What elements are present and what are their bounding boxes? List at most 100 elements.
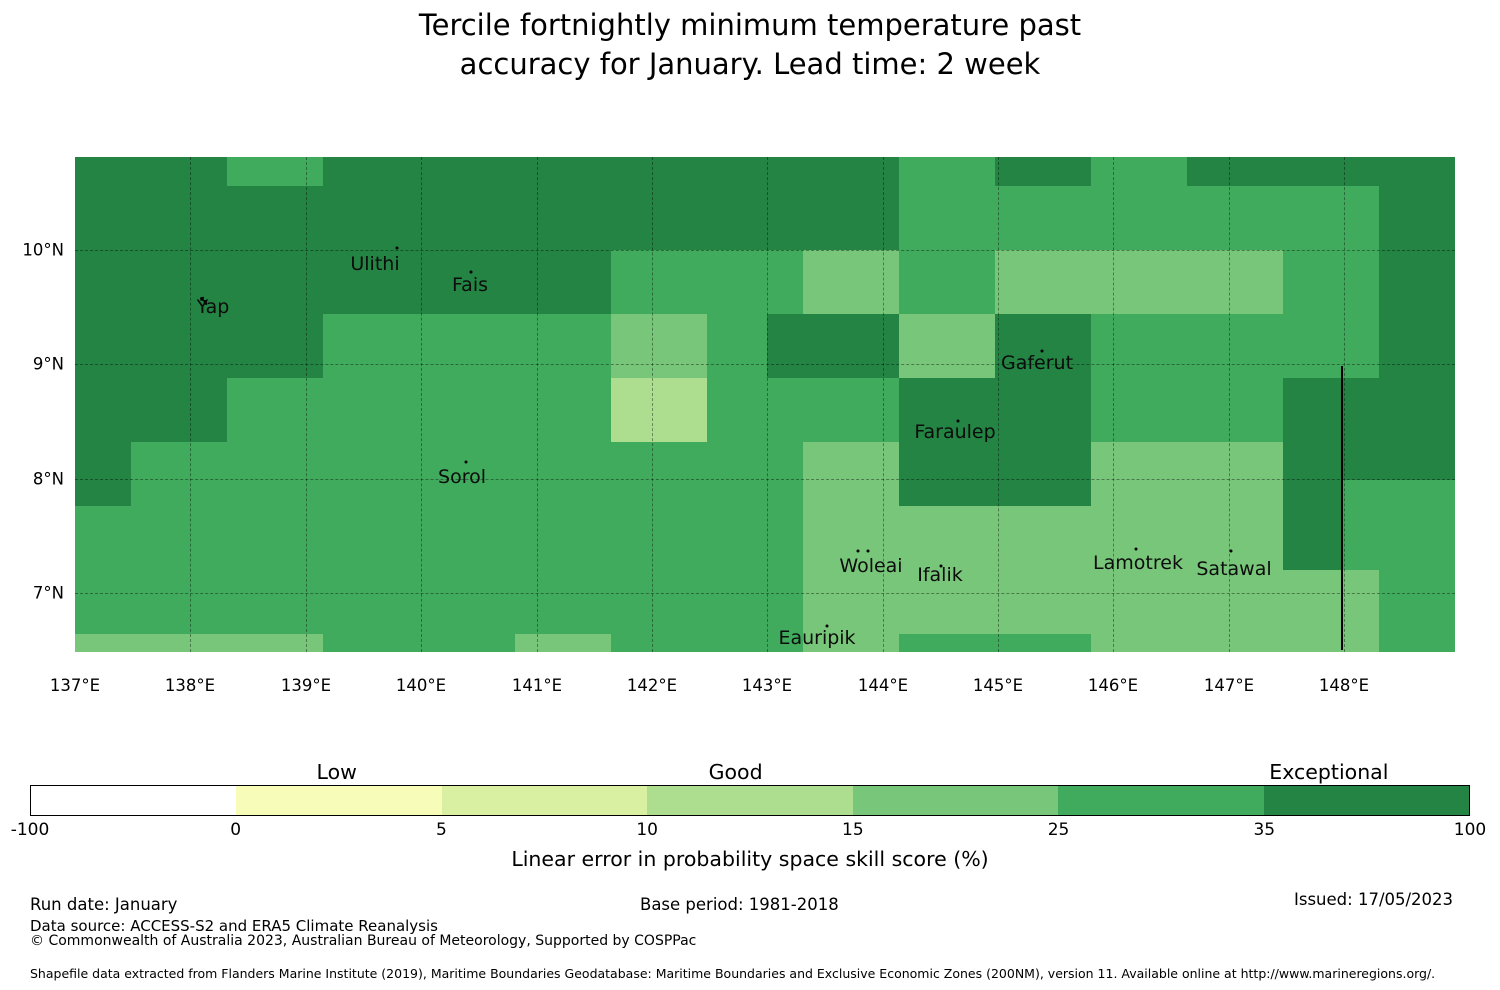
heatmap-cell <box>899 506 996 571</box>
heatmap-cell <box>803 157 900 187</box>
heatmap-cell <box>995 506 1092 571</box>
heatmap-cell <box>803 314 900 379</box>
colorbar-tick-label: -100 <box>10 820 50 840</box>
heatmap-cell <box>515 250 612 315</box>
heatmap-cell <box>611 634 708 652</box>
heatmap-cell <box>1283 186 1380 251</box>
colorbar-axis-label: Linear error in probability space skill … <box>511 847 989 871</box>
heatmap-cell <box>227 157 324 187</box>
heatmap-cell <box>1379 250 1455 315</box>
heatmap-cell <box>899 442 996 507</box>
heatmap-cell <box>707 570 804 635</box>
lon-tick-label: 137°E <box>49 676 101 695</box>
chart-title-line2: accuracy for January. Lead time: 2 week <box>459 47 1041 81</box>
heatmap-cell-override <box>767 314 803 378</box>
heatmap-cell <box>1283 250 1380 315</box>
island-marker-dot <box>856 549 860 553</box>
heatmap-cell <box>707 634 804 652</box>
map-gridline-vertical <box>421 157 422 652</box>
map-gridline-vertical <box>1113 157 1114 652</box>
lon-tick-label: 147°E <box>1203 676 1255 695</box>
colorbar-class-label: Exceptional <box>1269 760 1389 784</box>
heatmap-cell <box>1379 378 1455 443</box>
heatmap-cell <box>419 570 516 635</box>
heatmap-cell <box>995 157 1092 187</box>
map-canvas: Yap Ulithi Fais Sorol Gaferut Faraulep Woleai I… <box>75 157 1455 652</box>
heatmap-cell <box>227 506 324 571</box>
footer-base-period: Base period: 1981-2018 <box>640 895 839 914</box>
island-label: Fais <box>451 274 489 296</box>
heatmap-cell <box>1187 186 1284 251</box>
heatmap-cell <box>1187 570 1284 635</box>
colorbar-segment <box>852 786 1059 815</box>
island-label: Yap <box>196 296 230 318</box>
heatmap-cell <box>611 157 708 187</box>
island-marker-dot <box>866 549 870 553</box>
heatmap-cell <box>803 634 900 652</box>
map-gridline-horizontal <box>75 364 1455 365</box>
heatmap-cell <box>899 314 996 379</box>
heatmap-cell <box>611 186 708 251</box>
island-label: Faraulep <box>914 421 996 443</box>
island-label: Ifalik <box>917 564 963 586</box>
chart-title: Tercile fortnightly minimum temperature … <box>0 6 1500 84</box>
heatmap-cell <box>131 570 228 635</box>
heatmap-cell <box>1187 250 1284 315</box>
heatmap-cell <box>899 378 996 443</box>
heatmap-cell <box>131 442 228 507</box>
heatmap-cell <box>995 314 1092 379</box>
heatmap-cell <box>1187 634 1284 652</box>
heatmap-cell <box>707 506 804 571</box>
heatmap-cell <box>515 186 612 251</box>
map-gridline-vertical <box>306 157 307 652</box>
island-label: Lamotrek <box>1093 552 1183 574</box>
heatmap-cell <box>419 157 516 187</box>
heatmap-cell <box>899 570 996 635</box>
island-label: Woleai <box>839 555 903 577</box>
lon-tick-label: 138°E <box>164 676 216 695</box>
heatmap-cell <box>323 378 420 443</box>
heatmap-cell <box>1091 442 1188 507</box>
island-label: Ulithi <box>350 253 400 275</box>
heatmap-cell <box>227 442 324 507</box>
heatmap-cell <box>1091 157 1188 187</box>
heatmap-cell <box>1091 570 1188 635</box>
heatmap-cell <box>1187 506 1284 571</box>
heatmap-cell <box>995 634 1092 652</box>
heatmap-cell <box>75 378 132 443</box>
heatmap-cell <box>227 186 324 251</box>
heatmap-cell <box>803 506 900 571</box>
colorbar-tick-label: 5 <box>436 820 447 840</box>
map-gridline-vertical <box>767 157 768 652</box>
lon-tick-label: 141°E <box>511 676 563 695</box>
colorbar-segment <box>441 786 648 815</box>
colorbar-segment <box>236 786 442 815</box>
heatmap-cell <box>899 250 996 315</box>
heatmap-cell <box>1379 186 1455 251</box>
heatmap-cell <box>803 250 900 315</box>
heatmap-cell <box>515 442 612 507</box>
colorbar-tick-label: 25 <box>1047 820 1070 840</box>
heatmap-cell <box>515 570 612 635</box>
heatmap-cell <box>1091 506 1188 571</box>
chart-title-line1: Tercile fortnightly minimum temperature … <box>418 8 1082 42</box>
heatmap-cell <box>323 186 420 251</box>
heatmap-cell <box>1379 157 1455 187</box>
lat-tick-label: 9°N <box>32 354 64 374</box>
heatmap-cell <box>131 157 228 187</box>
map-gridline-vertical <box>537 157 538 652</box>
heatmap-cell <box>995 186 1092 251</box>
colorbar-tick-label: 100 <box>1453 820 1487 840</box>
heatmap-cell <box>75 250 132 315</box>
heatmap-cell <box>1379 634 1455 652</box>
heatmap-cell <box>1091 186 1188 251</box>
heatmap-cell <box>995 442 1092 507</box>
heatmap-cell <box>323 506 420 571</box>
heatmap-cell <box>75 570 132 635</box>
heatmap-cell <box>131 250 228 315</box>
lon-tick-label: 144°E <box>857 676 909 695</box>
colorbar-segment <box>647 786 853 815</box>
island-marker-dot <box>1134 547 1138 551</box>
heatmap-cell <box>1187 378 1284 443</box>
heatmap-cell <box>323 314 420 379</box>
